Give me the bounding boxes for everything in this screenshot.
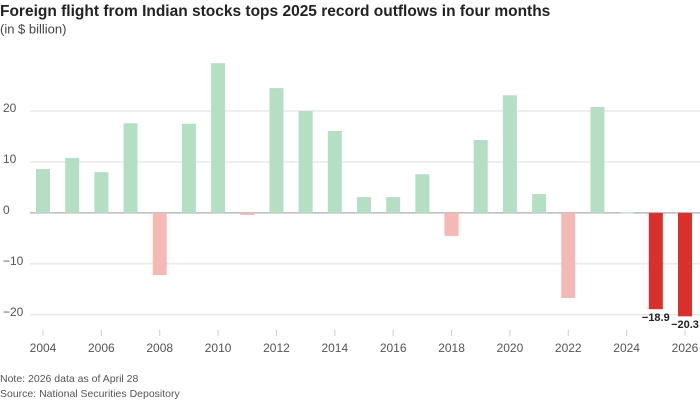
bar bbox=[123, 123, 138, 213]
x-tick-label: 2014 bbox=[321, 341, 348, 355]
x-tick-label: 2004 bbox=[30, 341, 57, 355]
value-label: −18.9 bbox=[642, 312, 670, 324]
bar bbox=[561, 212, 576, 298]
y-tick-label: −20 bbox=[3, 305, 24, 319]
bar bbox=[619, 212, 634, 214]
bar bbox=[327, 130, 342, 213]
bar bbox=[36, 169, 50, 213]
x-tick-label: 2016 bbox=[380, 341, 407, 355]
x-tick-label: 2006 bbox=[88, 341, 115, 355]
bar bbox=[648, 212, 663, 310]
bar bbox=[590, 106, 605, 213]
bar bbox=[532, 194, 547, 213]
x-tick-label: 2018 bbox=[438, 341, 465, 355]
value-label: −20.3 bbox=[671, 319, 699, 331]
x-tick-label: 2012 bbox=[263, 341, 290, 355]
y-tick-label: 20 bbox=[3, 101, 17, 115]
x-tick-label: 2020 bbox=[497, 341, 524, 355]
bar bbox=[152, 212, 167, 276]
x-tick-label: 2010 bbox=[205, 341, 232, 355]
x-tick-label: 2022 bbox=[555, 341, 582, 355]
source: Source: National Securities Depository bbox=[0, 388, 181, 400]
note: Note: 2026 data as of April 28 bbox=[0, 373, 139, 385]
bar bbox=[386, 197, 401, 213]
bar bbox=[473, 140, 488, 213]
bar bbox=[94, 172, 109, 213]
bar bbox=[240, 212, 255, 215]
chart-title: Foreign flight from Indian stocks tops 2… bbox=[0, 3, 550, 20]
bar bbox=[444, 212, 459, 236]
y-tick-label: 0 bbox=[3, 203, 10, 217]
chart-subtitle: (in $ billion) bbox=[0, 21, 66, 36]
bar bbox=[357, 197, 371, 213]
x-tick-label: 2024 bbox=[613, 341, 640, 355]
y-tick-label: 10 bbox=[3, 152, 17, 166]
x-tick-label: 2008 bbox=[146, 341, 173, 355]
bar bbox=[211, 63, 226, 213]
bar bbox=[415, 174, 430, 213]
bar bbox=[678, 212, 692, 317]
y-tick-label: −10 bbox=[3, 254, 24, 268]
bar bbox=[65, 157, 80, 213]
bar bbox=[502, 95, 517, 213]
bar bbox=[298, 111, 313, 213]
bar bbox=[269, 88, 284, 213]
x-tick-label: 2026 bbox=[672, 341, 699, 355]
bar bbox=[181, 123, 196, 213]
